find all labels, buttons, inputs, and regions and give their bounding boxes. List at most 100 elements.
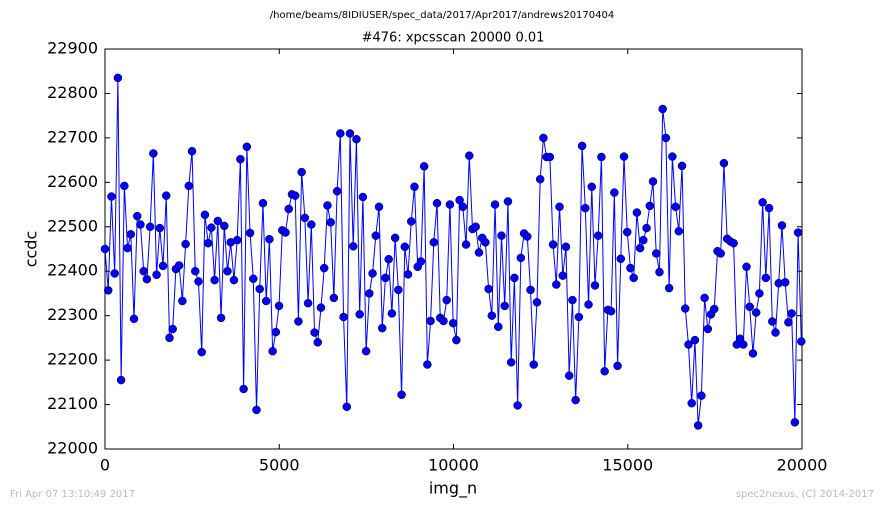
x-tick-label: 20000 (777, 456, 828, 475)
data-point (748, 349, 758, 358)
data-point (629, 273, 638, 283)
data-point (371, 231, 381, 240)
data-point (448, 318, 458, 328)
y-tick-label: 22500 (47, 216, 98, 235)
data-point (274, 301, 284, 311)
chart-title: #476: xpcsscan 20000 0.01 (362, 31, 545, 46)
data-point (684, 340, 693, 349)
y-tick-label: 22900 (47, 39, 98, 58)
data-point (755, 289, 764, 298)
data-point (397, 390, 406, 400)
data-point (677, 161, 687, 171)
data-point (503, 197, 513, 206)
data-point (123, 243, 132, 253)
data-point (249, 274, 258, 284)
data-point (300, 213, 310, 223)
x-tick-label: 5000 (259, 456, 300, 475)
data-point (793, 228, 803, 237)
data-point (452, 335, 461, 345)
y-tick-label: 22400 (47, 261, 98, 280)
data-point (635, 243, 645, 253)
data-point (339, 312, 348, 322)
data-point (687, 398, 696, 408)
suptitle: /home/beams/8IDIUSER/spec_data/2017/Apr2… (270, 10, 614, 21)
data-point (439, 316, 448, 326)
data-point (381, 273, 390, 283)
y-tick-label: 22600 (47, 172, 98, 191)
data-point (174, 261, 184, 270)
data-point (239, 384, 248, 394)
data-point (345, 129, 355, 138)
data-point (332, 186, 342, 196)
data-point (571, 395, 580, 405)
data-point (181, 239, 190, 249)
data-point (797, 337, 806, 346)
data-point (236, 154, 245, 164)
data-point (255, 284, 264, 294)
y-tick-label: 22100 (47, 394, 98, 413)
data-point (113, 73, 123, 83)
data-point (613, 361, 622, 371)
data-point (261, 296, 271, 306)
data-point (390, 233, 400, 243)
data-point (506, 358, 516, 367)
data-point (213, 216, 223, 226)
data-point (116, 375, 126, 385)
data-point (297, 167, 306, 177)
data-point (458, 202, 468, 212)
data-point (107, 192, 116, 201)
data-point (145, 222, 155, 232)
data-point (619, 152, 629, 161)
data-point (668, 152, 677, 161)
data-point (229, 275, 239, 285)
data-point (513, 401, 522, 410)
data-point (374, 202, 384, 212)
x-tick-label: 0 (100, 456, 110, 475)
data-point (510, 273, 519, 283)
data-point (126, 230, 136, 239)
data-point (568, 295, 577, 305)
data-point (626, 263, 635, 273)
data-point (681, 304, 690, 313)
data-point (294, 317, 303, 326)
data-point (790, 418, 800, 427)
data-point (777, 221, 787, 230)
data-point (442, 295, 451, 305)
data-point (497, 231, 506, 240)
data-point (771, 328, 780, 337)
data-point (481, 238, 490, 247)
y-tick-label: 22700 (47, 127, 98, 146)
data-point (661, 133, 671, 143)
data-point (432, 198, 442, 208)
data-point (729, 238, 738, 248)
data-point (539, 133, 548, 143)
data-point (622, 227, 632, 237)
data-point (532, 298, 542, 307)
data-point (139, 266, 148, 276)
data-point (416, 257, 426, 266)
data-point (574, 312, 584, 322)
data-point (658, 104, 667, 114)
data-point (152, 270, 161, 280)
data-point (268, 346, 277, 356)
data-point (403, 270, 413, 279)
data-point (590, 281, 600, 290)
data-point (120, 181, 129, 191)
data-point (648, 177, 658, 186)
data-point (690, 335, 700, 345)
data-point (310, 328, 319, 337)
data-point (216, 313, 226, 323)
data-point (548, 240, 558, 249)
data-point (149, 149, 158, 158)
data-point (410, 182, 419, 192)
data-point (484, 284, 493, 294)
footer-right: spec2nexus, (C) 2014-2017 (736, 489, 874, 500)
data-point (161, 191, 171, 200)
data-point (361, 346, 371, 356)
data-point (558, 271, 568, 280)
data-point (616, 254, 626, 264)
data-point (465, 151, 474, 160)
data-point (394, 285, 403, 295)
data-point (577, 141, 587, 151)
data-point (400, 242, 410, 252)
